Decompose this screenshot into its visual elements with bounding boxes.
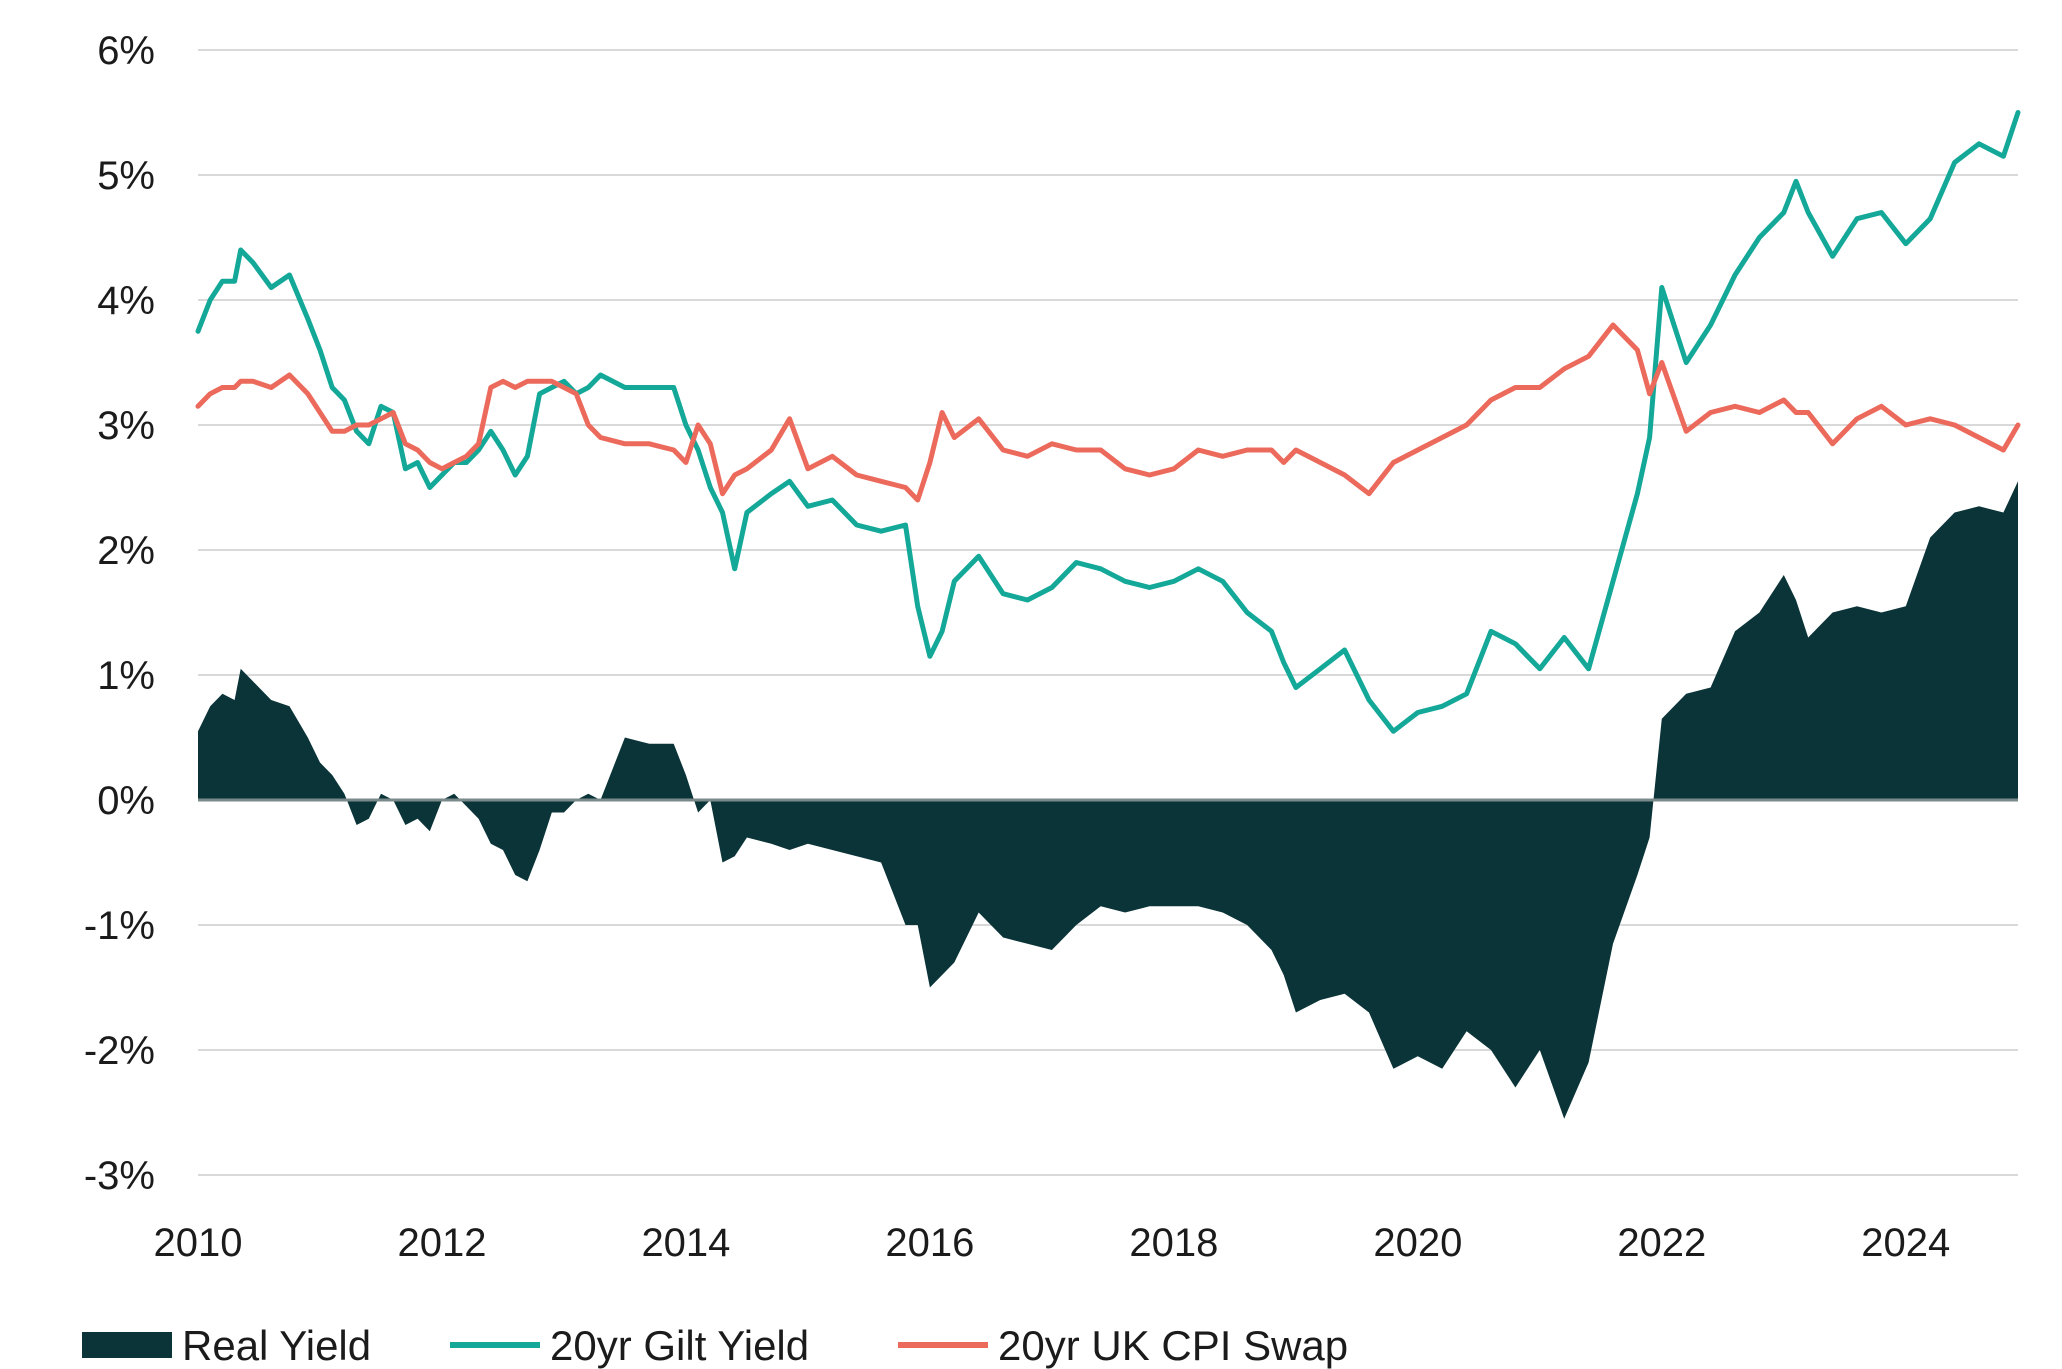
x-tick-label: 2022: [1617, 1221, 1706, 1265]
x-axis-tick-labels: 2010 2012 2014 2016 2018 2020 2022 2024: [154, 1221, 1951, 1265]
x-tick-label: 2024: [1861, 1221, 1950, 1265]
y-tick-label: 2%: [97, 529, 155, 573]
y-tick-label: -1%: [84, 904, 155, 948]
y-tick-label: -2%: [84, 1029, 155, 1073]
series-lines-layer: [195, 110, 2021, 734]
y-tick-label: 5%: [97, 154, 155, 198]
legend: Real Yield 20yr Gilt Yield 20yr UK CPI Swa…: [82, 1322, 1348, 1369]
legend-swatch-real-yield: [82, 1332, 172, 1358]
y-tick-label: 3%: [97, 404, 155, 448]
y-tick-label: 6%: [97, 29, 155, 73]
y-axis-tick-labels: 6% 5% 4% 3% 2% 1% 0% -1% -2% -3%: [84, 29, 155, 1198]
y-tick-label: -3%: [84, 1154, 155, 1198]
y-tick-label: 1%: [97, 654, 155, 698]
series-line-20yr-uk-cpi-swap: [195, 322, 2021, 503]
x-tick-label: 2020: [1373, 1221, 1462, 1265]
x-tick-label: 2016: [885, 1221, 974, 1265]
x-tick-label: 2014: [641, 1221, 730, 1265]
y-tick-label: 4%: [97, 279, 155, 323]
legend-label-20yr-uk-cpi-swap: 20yr UK CPI Swap: [998, 1322, 1348, 1369]
y-tick-label: 0%: [97, 779, 155, 823]
legend-label-real-yield: Real Yield: [182, 1322, 371, 1369]
legend-label-20yr-gilt-yield: 20yr Gilt Yield: [550, 1322, 809, 1369]
series-line-20yr-gilt-yield: [195, 110, 2021, 734]
x-tick-label: 2018: [1129, 1221, 1218, 1265]
x-tick-label: 2010: [154, 1221, 243, 1265]
gridlines: [198, 49, 2018, 1176]
x-tick-label: 2012: [397, 1221, 486, 1265]
